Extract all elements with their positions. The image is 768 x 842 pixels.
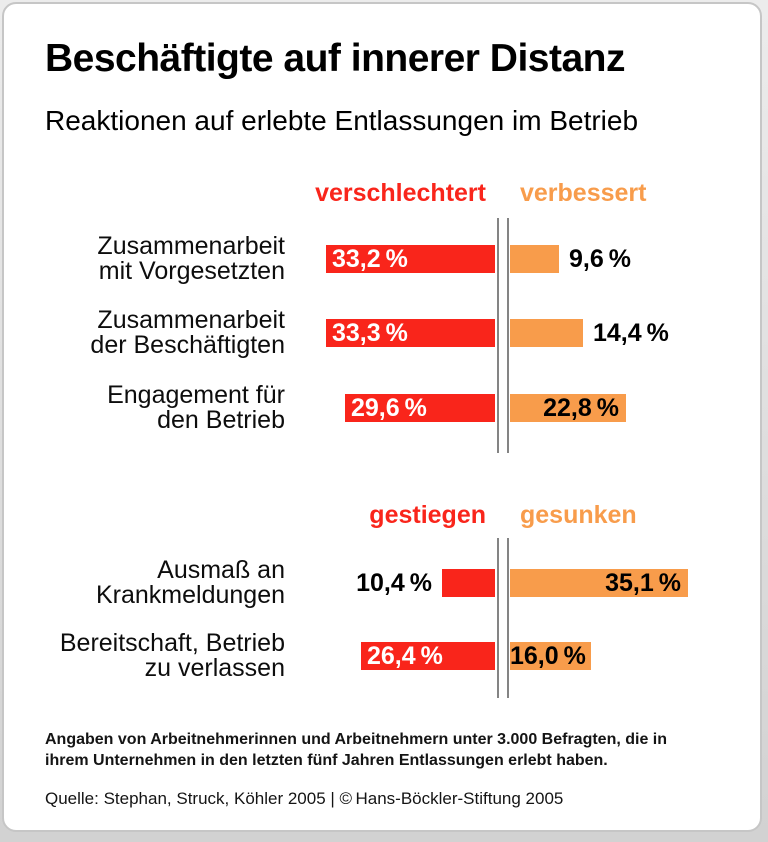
category-label-line: zu verlassen bbox=[144, 654, 285, 682]
positive-value-label: 16,0 % bbox=[510, 642, 586, 670]
positive-bar bbox=[510, 319, 583, 347]
footnote-line-2: ihrem Unternehmen in den letzten fünf Ja… bbox=[45, 752, 608, 769]
zero-axis-line bbox=[507, 218, 509, 453]
negative-value-label: 33,3 % bbox=[332, 319, 408, 347]
category-label-line: mit Vorgesetzten bbox=[98, 257, 285, 285]
zero-axis-line bbox=[497, 538, 499, 698]
zero-axis-line bbox=[497, 218, 499, 453]
positive-value-label: 14,4 % bbox=[593, 319, 669, 347]
left-header-label: gestiegen bbox=[369, 501, 486, 529]
category-label: Engagement für den Betrieb bbox=[40, 383, 285, 433]
negative-bar bbox=[345, 394, 495, 422]
left-header-label: verschlechtert bbox=[315, 179, 486, 207]
negative-bar bbox=[326, 319, 495, 347]
right-header-label: verbessert bbox=[520, 179, 647, 207]
positive-bar bbox=[510, 569, 688, 597]
negative-value-label: 10,4 % bbox=[356, 569, 432, 597]
negative-bar bbox=[326, 245, 495, 273]
right-header-label: gesunken bbox=[520, 501, 637, 529]
negative-value-label: 29,6 % bbox=[351, 394, 427, 422]
category-label: Ausmaß an Krankmeldungen bbox=[40, 558, 285, 608]
category-label-line: Engagement für bbox=[107, 381, 285, 409]
category-label-line: Zusammenarbeit bbox=[97, 306, 285, 334]
category-label-line: Zusammenarbeit bbox=[97, 232, 285, 260]
footnote: Angaben von Arbeitnehmerinnen und Arbeit… bbox=[45, 729, 667, 771]
negative-bar bbox=[442, 569, 495, 597]
category-label-line: der Beschäftigten bbox=[90, 331, 285, 359]
positive-value-label: 35,1 % bbox=[605, 569, 681, 597]
negative-value-label: 33,2 % bbox=[332, 245, 408, 273]
category-label-line: den Betrieb bbox=[157, 406, 285, 434]
zero-axis-line bbox=[507, 538, 509, 698]
category-label-line: Krankmeldungen bbox=[95, 581, 285, 609]
category-label-line: Ausmaß an bbox=[157, 556, 285, 584]
category-label: Zusammenarbeit der Beschäftigten bbox=[40, 308, 285, 358]
positive-bar bbox=[510, 642, 591, 670]
category-label: Zusammenarbeit mit Vorgesetzten bbox=[40, 234, 285, 284]
category-label: Bereitschaft, Betrieb zu verlassen bbox=[40, 631, 285, 681]
positive-bar bbox=[510, 394, 626, 422]
page-subtitle: Reaktionen auf erlebte Entlassungen im B… bbox=[45, 105, 639, 136]
negative-bar bbox=[361, 642, 495, 670]
positive-bar bbox=[510, 245, 559, 273]
positive-value-label: 22,8 % bbox=[543, 394, 619, 422]
source-line: Quelle: Stephan, Struck, Köhler 2005 | ©… bbox=[45, 789, 564, 808]
positive-value-label: 9,6 % bbox=[569, 245, 631, 273]
negative-value-label: 26,4 % bbox=[367, 642, 443, 670]
category-label-line: Bereitschaft, Betrieb bbox=[59, 629, 285, 657]
footnote-line-1: Angaben von Arbeitnehmerinnen und Arbeit… bbox=[45, 731, 668, 748]
page-title: Beschäftigte auf innerer Distanz bbox=[45, 37, 625, 80]
infographic-card: Beschäftigte auf innerer Distanz Reaktio… bbox=[2, 2, 762, 832]
